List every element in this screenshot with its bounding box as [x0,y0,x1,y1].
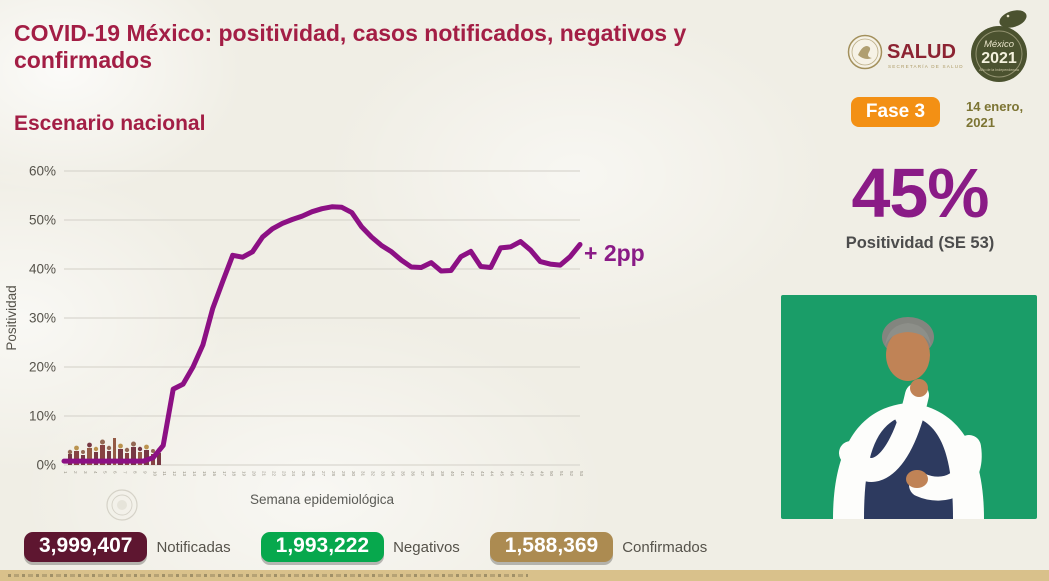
svg-text:11: 11 [162,471,167,476]
confirmed-count-badge: 1,588,369 [489,532,614,562]
interpreter-figure [833,317,984,519]
mexico-2021-line2: 2021 [981,50,1017,67]
x-axis-labels: 1 2 3 4 5 6 7 8 9 10 11 12 13 14 15 16 17 18 19 20 21 22 23 24 2… [63,471,584,477]
svg-text:28: 28 [331,471,336,477]
svg-text:8: 8 [132,471,137,474]
svg-text:30%: 30% [29,311,56,326]
svg-text:17: 17 [222,471,227,477]
svg-text:12: 12 [172,471,177,477]
delta-annotation: + 2pp [584,240,645,266]
sign-language-interpreter-video [781,295,1037,519]
svg-text:18: 18 [232,471,237,477]
positivity-line [61,204,583,464]
mexico-2021-line1: México [984,39,1014,50]
svg-text:22: 22 [271,471,276,477]
svg-text:60%: 60% [29,164,56,179]
svg-text:29: 29 [341,471,346,477]
svg-text:45: 45 [500,471,505,477]
svg-text:2: 2 [73,471,78,474]
svg-text:38: 38 [430,471,435,477]
page-title: COVID-19 México: positividad, casos noti… [14,20,687,74]
svg-text:13: 13 [182,471,187,477]
mexico-2021-line3: Año de la Independencia [979,68,1019,72]
fase-3-badge: Fase 3 [851,97,940,127]
svg-text:52: 52 [569,471,574,477]
salud-wordmark: SALUD [887,41,956,63]
footer-strip [0,570,1049,581]
svg-text:40: 40 [450,471,455,477]
svg-text:4: 4 [93,471,98,474]
x-axis-title: Semana epidemiológica [249,492,395,507]
svg-text:50%: 50% [29,213,56,228]
svg-text:39: 39 [440,471,445,477]
positivity-value: 45% [851,154,989,232]
salud-caption: SECRETARÍA DE SALUD [888,63,964,69]
seal-watermark-icon [104,487,140,523]
highlight-block: 45% Positividad (SE 53) [795,158,1045,253]
y-axis-labels: 0% 10% 20% 30% 40% 50% 60% [29,164,56,473]
svg-text:43: 43 [480,471,485,477]
positivity-chart: 0% 10% 20% 30% 40% 50% 60% 1 2 3 4 5 6 7 8 9 10 11 12 13 14… [0,148,690,520]
salud-logo: SALUD SECRETARÍA DE SALUD [846,27,968,79]
svg-text:9: 9 [142,471,147,474]
svg-text:1: 1 [63,471,68,474]
negative-count-label: Negativos [393,538,460,556]
svg-text:5: 5 [103,471,108,474]
svg-text:15: 15 [202,471,207,477]
svg-text:32: 32 [371,471,376,477]
svg-text:21: 21 [261,471,266,477]
svg-text:26: 26 [311,471,316,477]
gridlines [64,170,580,466]
svg-text:10%: 10% [29,409,56,424]
svg-text:16: 16 [212,471,217,477]
svg-text:30: 30 [351,471,356,477]
notified-count-badge: 3,999,407 [24,532,148,562]
svg-text:10: 10 [152,471,157,477]
svg-text:25: 25 [301,471,306,477]
y-axis-title: Positividad [4,285,19,350]
svg-text:24: 24 [291,471,296,477]
svg-text:23: 23 [281,471,286,477]
positivity-label: Positividad (SE 53) [845,234,995,252]
svg-text:47: 47 [519,471,524,477]
stats-row: 3,999,407 Notificadas 1,993,222 Negativo… [24,531,737,563]
notified-count-label: Notificadas [156,538,231,556]
negative-count-badge: 1,993,222 [260,532,385,562]
date-line1: 14 enero, [966,99,1024,114]
svg-text:46: 46 [510,471,515,477]
positivity-chart-svg: 0%10%20%30%40%50%60% 1 2 3 4 5 6 7 8 9 10 11 12 13 14… [4,164,584,477]
svg-text:14: 14 [192,471,197,477]
svg-text:44: 44 [490,471,495,477]
svg-text:48: 48 [529,471,534,477]
svg-text:50: 50 [549,471,554,477]
svg-text:51: 51 [559,471,564,477]
mexico-2021-logo: México 2021 Año de la Independencia [963,5,1035,93]
svg-text:0%: 0% [36,458,56,473]
svg-text:20%: 20% [29,360,56,375]
svg-text:53: 53 [579,471,584,477]
svg-text:42: 42 [470,471,475,477]
svg-text:40%: 40% [29,262,56,277]
svg-text:41: 41 [460,471,465,477]
serpent-head-icon [999,10,1027,28]
svg-text:27: 27 [321,471,326,477]
svg-text:7: 7 [123,471,128,474]
svg-text:33: 33 [381,471,386,477]
svg-text:34: 34 [390,471,395,477]
date-line2: 2021 [966,114,995,130]
svg-text:37: 37 [420,471,425,477]
svg-text:35: 35 [400,471,405,477]
svg-text:31: 31 [361,471,366,477]
page-subtitle: Escenario nacional [14,112,206,135]
svg-text:49: 49 [539,471,544,477]
confirmed-count-label: Confirmados [622,538,708,556]
svg-text:6: 6 [113,471,118,474]
svg-text:19: 19 [242,471,247,477]
date: 14 enero, 2021 [966,99,1023,130]
svg-text:36: 36 [410,471,415,477]
svg-text:20: 20 [252,471,257,477]
svg-text:3: 3 [83,471,88,474]
footer-fine-print [8,574,528,577]
